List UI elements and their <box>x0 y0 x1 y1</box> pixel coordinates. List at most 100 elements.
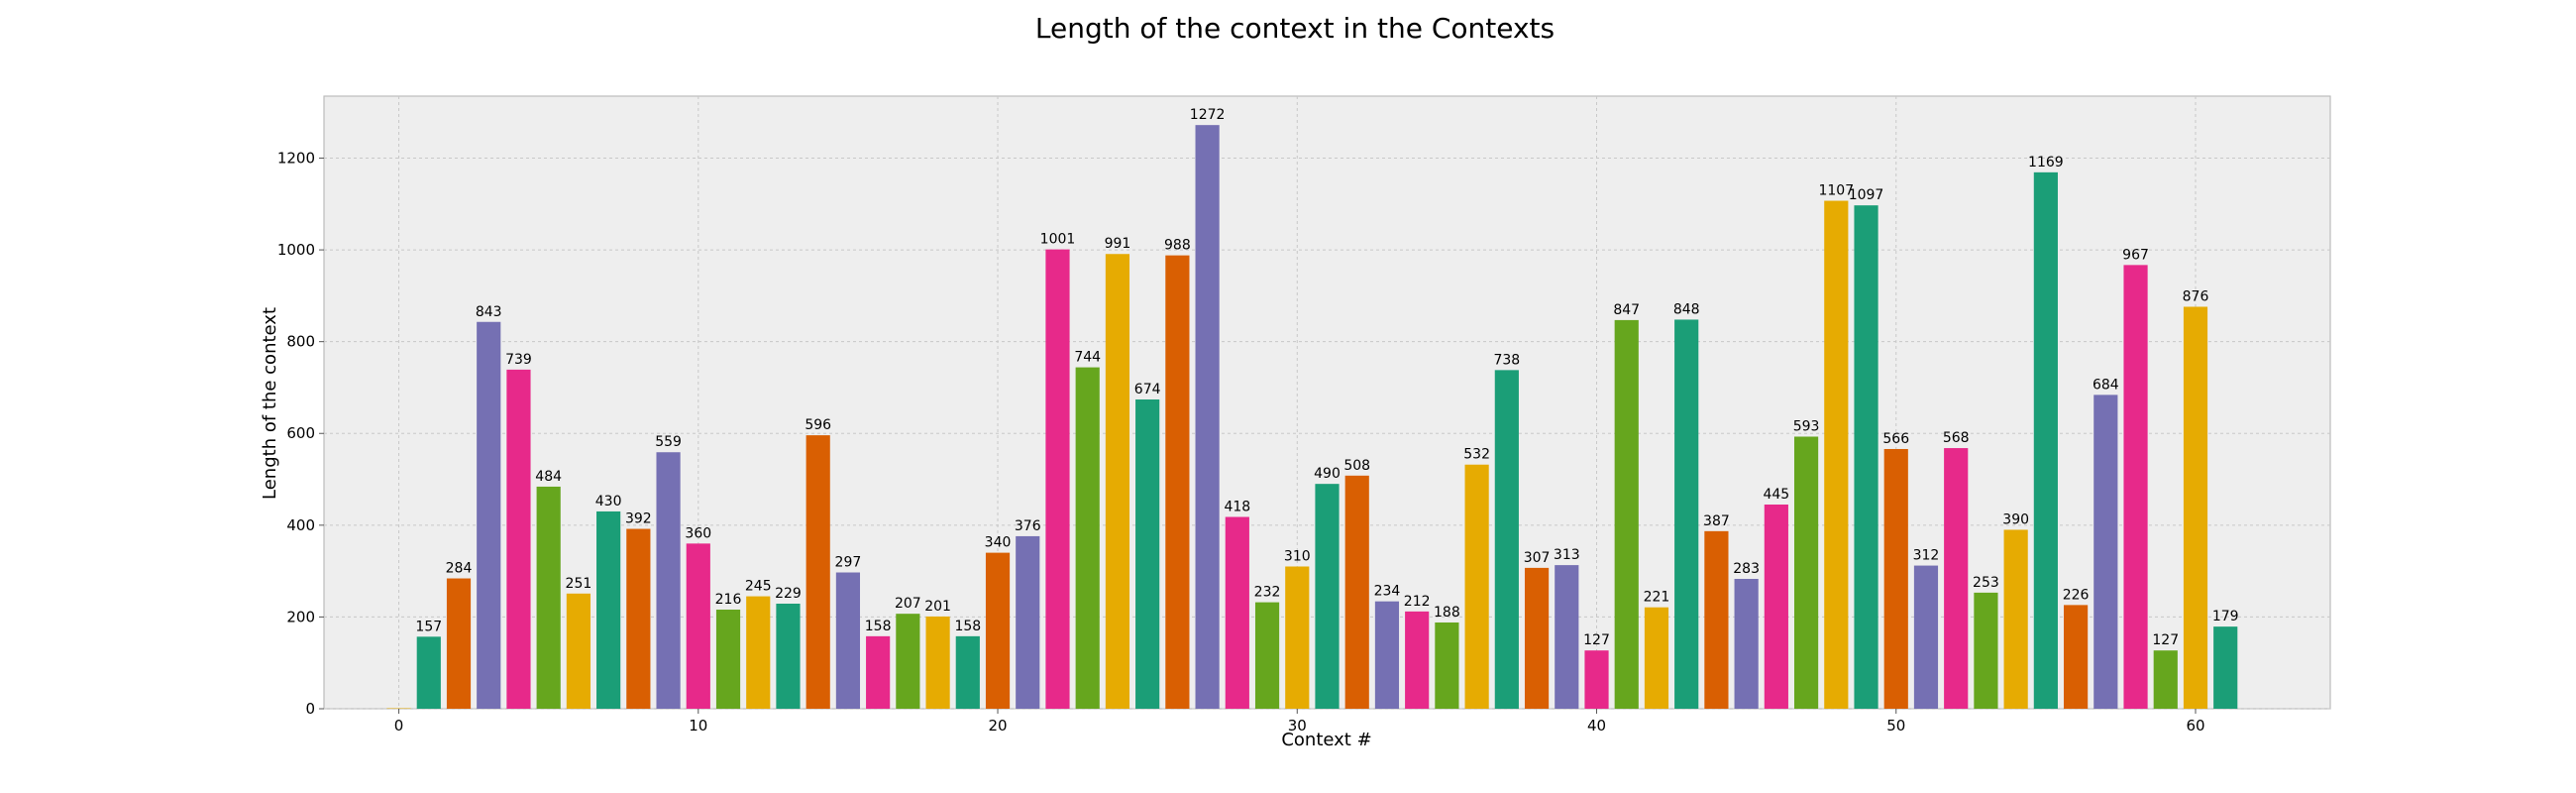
x-axis-ticks: 0 10 20 30 40 50 60 <box>394 709 2205 735</box>
data-label: 843 <box>476 304 502 320</box>
data-label: 967 <box>2122 247 2149 263</box>
y-axis-ticks: 0 200 400 600 800 1000 1200 <box>277 149 324 718</box>
data-label: 1272 <box>1190 107 1226 123</box>
bar <box>1584 650 1609 709</box>
data-label: 221 <box>1644 590 1670 606</box>
bar <box>416 636 441 709</box>
bar <box>1555 565 1579 709</box>
data-label: 312 <box>1913 548 1940 564</box>
data-label: 508 <box>1343 458 1370 474</box>
bar <box>477 321 501 709</box>
data-label: 593 <box>1793 418 1820 434</box>
data-label: 568 <box>1943 430 1970 446</box>
bar <box>506 369 531 709</box>
bar <box>2003 529 2028 709</box>
data-label: 158 <box>865 619 892 634</box>
data-label: 234 <box>1374 584 1401 600</box>
bar <box>1854 205 1878 709</box>
data-label: 988 <box>1164 238 1191 254</box>
data-label: 360 <box>685 525 711 541</box>
bar <box>1374 601 1400 709</box>
bar <box>955 635 980 709</box>
bar <box>1016 535 1040 709</box>
bar <box>446 578 472 709</box>
x-tick-label: 50 <box>1886 717 1905 735</box>
bar <box>2213 626 2238 709</box>
bar <box>1344 475 1369 709</box>
data-label: 559 <box>655 434 682 450</box>
data-label: 232 <box>1254 585 1281 601</box>
data-label: 1001 <box>1040 232 1076 248</box>
bar <box>835 572 861 709</box>
bar <box>2183 306 2208 709</box>
x-tick-label: 20 <box>988 717 1007 735</box>
bar <box>536 486 561 709</box>
data-label: 848 <box>1673 301 1700 317</box>
data-label: 212 <box>1404 594 1431 610</box>
data-label: 430 <box>595 494 622 510</box>
data-label: 532 <box>1463 447 1490 463</box>
y-tick-label: 400 <box>286 516 315 534</box>
data-label: 484 <box>535 469 562 485</box>
data-label: 201 <box>924 599 951 615</box>
bar <box>1793 436 1819 709</box>
data-label: 1097 <box>1849 187 1884 203</box>
bar <box>1405 611 1430 709</box>
x-tick-label: 40 <box>1587 717 1606 735</box>
bar <box>1254 602 1280 709</box>
bar <box>686 543 710 709</box>
bar <box>386 708 411 710</box>
data-label: 991 <box>1105 236 1131 252</box>
bar <box>1883 448 1908 709</box>
data-label: 245 <box>745 579 772 595</box>
data-label: 284 <box>446 561 473 577</box>
data-label: 216 <box>715 592 742 608</box>
data-label: 674 <box>1134 382 1161 397</box>
data-label: 744 <box>1074 350 1101 366</box>
y-tick-label: 0 <box>305 700 315 718</box>
data-label: 297 <box>835 555 862 571</box>
bar <box>1045 249 1070 710</box>
data-label: 684 <box>2093 377 2119 393</box>
data-label: 392 <box>625 511 652 527</box>
data-label: 158 <box>954 619 981 634</box>
data-label: 418 <box>1224 499 1250 514</box>
data-label: 376 <box>1015 518 1041 534</box>
data-label: 387 <box>1703 513 1730 529</box>
data-label: 738 <box>1493 352 1520 368</box>
bar <box>805 435 830 709</box>
data-label: 313 <box>1554 547 1580 563</box>
bar <box>1614 319 1639 709</box>
chart-title: Length of the context in the Contexts <box>1035 12 1555 45</box>
bar <box>776 603 801 709</box>
x-tick-label: 60 <box>2186 717 2204 735</box>
data-label: 307 <box>1524 550 1551 566</box>
data-label: 566 <box>1882 431 1909 447</box>
bar <box>985 552 1011 709</box>
bar <box>1315 484 1340 709</box>
bar <box>1644 607 1669 709</box>
bar <box>1075 367 1100 709</box>
data-label: 207 <box>895 596 921 612</box>
data-label: 596 <box>805 417 831 433</box>
bar <box>1165 255 1190 709</box>
data-label: 445 <box>1763 487 1789 503</box>
bar <box>1944 448 1969 709</box>
data-label: 739 <box>505 352 532 368</box>
data-label: 490 <box>1314 466 1341 482</box>
bars <box>386 125 2238 710</box>
bar <box>1464 464 1489 709</box>
data-label: 253 <box>1973 575 1999 591</box>
bar <box>2064 605 2089 709</box>
bar <box>1494 370 1519 709</box>
data-label: 127 <box>2152 632 2179 648</box>
x-tick-label: 30 <box>1288 717 1307 735</box>
bar <box>1135 398 1160 709</box>
bar <box>656 452 681 709</box>
bar <box>1974 592 1998 709</box>
data-label: 847 <box>1613 302 1640 318</box>
bar <box>2153 650 2178 709</box>
y-tick-label: 600 <box>286 424 315 442</box>
